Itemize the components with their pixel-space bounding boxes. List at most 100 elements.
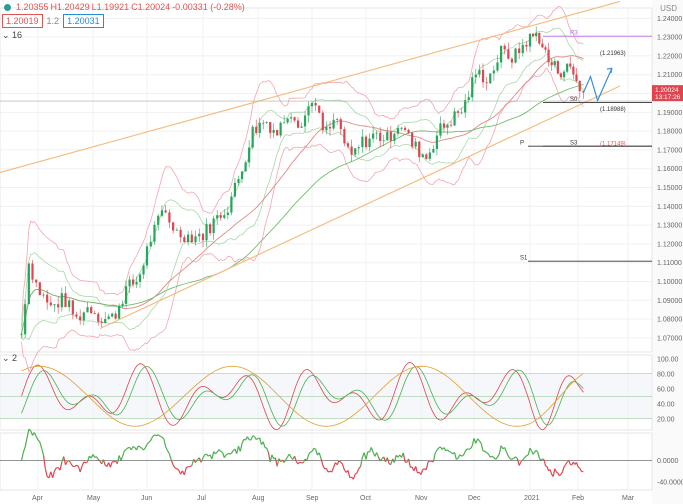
level-label: S1 <box>520 256 528 262</box>
oscillator-indicator-label[interactable]: ⌄ 2 <box>2 353 18 363</box>
momentum-segment <box>266 447 270 453</box>
momentum-segment <box>310 450 313 453</box>
momentum-segment <box>450 451 454 455</box>
momentum-segment <box>148 440 152 443</box>
candle-body <box>521 44 524 54</box>
y-tick-label: 1.08000 <box>657 317 682 324</box>
momentum-segment <box>462 451 466 456</box>
y-tick-label: 1.21000 <box>657 72 682 79</box>
momentum-segment <box>259 437 263 445</box>
momentum-segment <box>202 454 206 459</box>
main-indicator-label[interactable]: ⌄ 16 <box>2 30 23 40</box>
momentum-segment <box>165 446 169 451</box>
momentum-segment <box>459 454 462 457</box>
momentum-segment <box>475 438 479 444</box>
momentum-segment <box>230 450 234 454</box>
momentum-segment <box>109 461 113 468</box>
momentum-segment <box>150 436 154 441</box>
momentum-segment <box>565 461 568 465</box>
momentum-segment <box>555 471 559 474</box>
candle-body <box>300 126 303 128</box>
candle-body <box>464 99 467 113</box>
candle-body <box>407 129 410 133</box>
momentum-segment <box>132 446 136 449</box>
candle-body <box>201 233 205 241</box>
oscillator-tick-label: 100.00 <box>657 356 679 363</box>
momentum-segment <box>120 456 124 461</box>
momentum-segment <box>250 435 254 441</box>
momentum-segment <box>511 457 515 460</box>
momentum-segment <box>377 456 381 462</box>
oscillator-tick-label: 20.00 <box>657 416 675 423</box>
candle-body <box>114 313 117 319</box>
candle-body <box>198 233 201 237</box>
candle-body <box>535 32 538 37</box>
momentum-segment <box>28 428 32 432</box>
momentum-segment <box>342 464 345 470</box>
momentum-segment <box>386 457 390 464</box>
momentum-segment <box>447 449 450 452</box>
channel-upper-line <box>0 0 621 174</box>
momentum-segment <box>143 447 146 451</box>
y-tick-label: 1.15000 <box>657 185 682 192</box>
candle-body <box>562 71 566 78</box>
momentum-segment <box>308 451 311 456</box>
momentum-segment <box>24 438 28 448</box>
candle-body <box>474 74 477 78</box>
momentum-segment <box>63 456 67 465</box>
candle-body <box>160 210 164 216</box>
momentum-segment <box>404 461 408 464</box>
candle-body <box>82 312 85 321</box>
candle-body <box>428 152 431 159</box>
momentum-segment <box>81 461 85 467</box>
candle-body <box>489 73 492 84</box>
momentum-segment <box>225 453 229 456</box>
oscillator-indicator-value: 2 <box>12 353 18 363</box>
momentum-segment <box>191 459 195 466</box>
momentum-segment <box>365 451 369 460</box>
stochastic-k-line <box>21 362 584 431</box>
momentum-tick-label: 0.0000 <box>657 458 679 465</box>
ohlc-header: 1.20355 H1.20429 L1.19921 C1.20024 -0.00… <box>0 0 245 14</box>
candle-body <box>223 215 226 218</box>
momentum-segment <box>236 445 240 454</box>
oscillator-tick-label: 40.00 <box>657 401 675 408</box>
momentum-segment <box>513 456 516 459</box>
sell-button[interactable]: 1.20019 <box>2 14 43 28</box>
candle-body <box>471 77 474 98</box>
candle-body <box>131 279 135 285</box>
momentum-segment <box>74 464 77 468</box>
momentum-segment <box>491 455 495 459</box>
open-value: 1.20355 <box>16 2 49 12</box>
momentum-segment <box>206 453 209 457</box>
inner-lower-band <box>21 53 584 341</box>
candle-body <box>350 146 353 155</box>
momentum-segment <box>42 455 46 469</box>
momentum-segment <box>542 458 545 461</box>
momentum-segment <box>276 458 280 467</box>
candle-body <box>421 154 424 158</box>
candle-body <box>216 215 219 219</box>
candle-body <box>255 126 258 133</box>
momentum-segment <box>252 435 255 438</box>
momentum-segment <box>554 468 557 473</box>
buy-button[interactable]: 1.20031 <box>63 14 104 28</box>
candle-body <box>269 122 272 133</box>
momentum-segment <box>563 464 567 468</box>
momentum-segment <box>356 468 360 474</box>
momentum-segment <box>255 438 259 441</box>
momentum-segment <box>516 458 520 466</box>
candle-body <box>336 119 339 120</box>
candle-body <box>425 154 428 159</box>
candle-body <box>514 48 517 63</box>
momentum-segment <box>461 454 464 457</box>
candle-body <box>212 218 215 234</box>
candle-body <box>208 224 212 234</box>
momentum-segment <box>124 449 127 452</box>
outer-upper-band <box>21 5 584 327</box>
x-tick-label: Oct <box>360 495 371 502</box>
x-tick-label: Jul <box>197 495 206 502</box>
momentum-segment <box>220 450 223 453</box>
momentum-segment <box>67 459 70 462</box>
